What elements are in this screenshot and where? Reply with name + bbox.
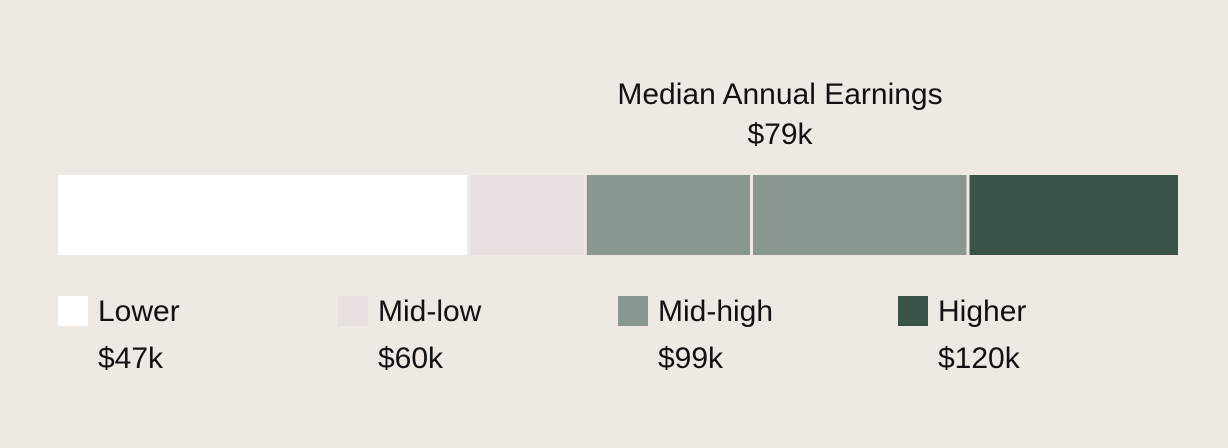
legend-value-lower: $47k xyxy=(98,342,164,375)
median-annotation: Median Annual Earnings $79k xyxy=(560,76,1000,154)
legend-item-higher: Higher $120k xyxy=(898,294,1168,384)
bar-segment-mid-high-3 xyxy=(752,175,967,255)
bar-segment-mid-high-2 xyxy=(586,175,750,255)
legend-item-mid-high: Mid-high $99k xyxy=(618,294,888,384)
bar-segment-mid-low-1 xyxy=(470,175,584,255)
legend-item-lower: Lower $47k xyxy=(58,294,328,384)
legend-swatch-higher xyxy=(898,296,928,326)
legend-label-mid-low: Mid-low xyxy=(378,295,482,328)
bar-segment-lower-0 xyxy=(58,175,468,255)
legend-value-mid-low: $60k xyxy=(378,342,444,375)
legend-label-higher: Higher xyxy=(938,295,1027,328)
legend: Lower $47k Mid-low $60k Mid-high $99k Hi… xyxy=(58,294,1198,384)
legend-label-lower: Lower xyxy=(98,295,180,328)
legend-swatch-mid-low xyxy=(338,296,368,326)
legend-swatch-mid-high xyxy=(618,296,648,326)
legend-value-mid-high: $99k xyxy=(658,342,724,375)
legend-value-higher: $120k xyxy=(938,342,1020,375)
legend-swatch-lower xyxy=(58,296,88,326)
median-value: $79k xyxy=(747,118,813,151)
median-title: Median Annual Earnings xyxy=(617,78,943,111)
bar-segment-higher-4 xyxy=(969,175,1178,255)
legend-label-mid-high: Mid-high xyxy=(658,295,774,328)
legend-item-mid-low: Mid-low $60k xyxy=(338,294,608,384)
